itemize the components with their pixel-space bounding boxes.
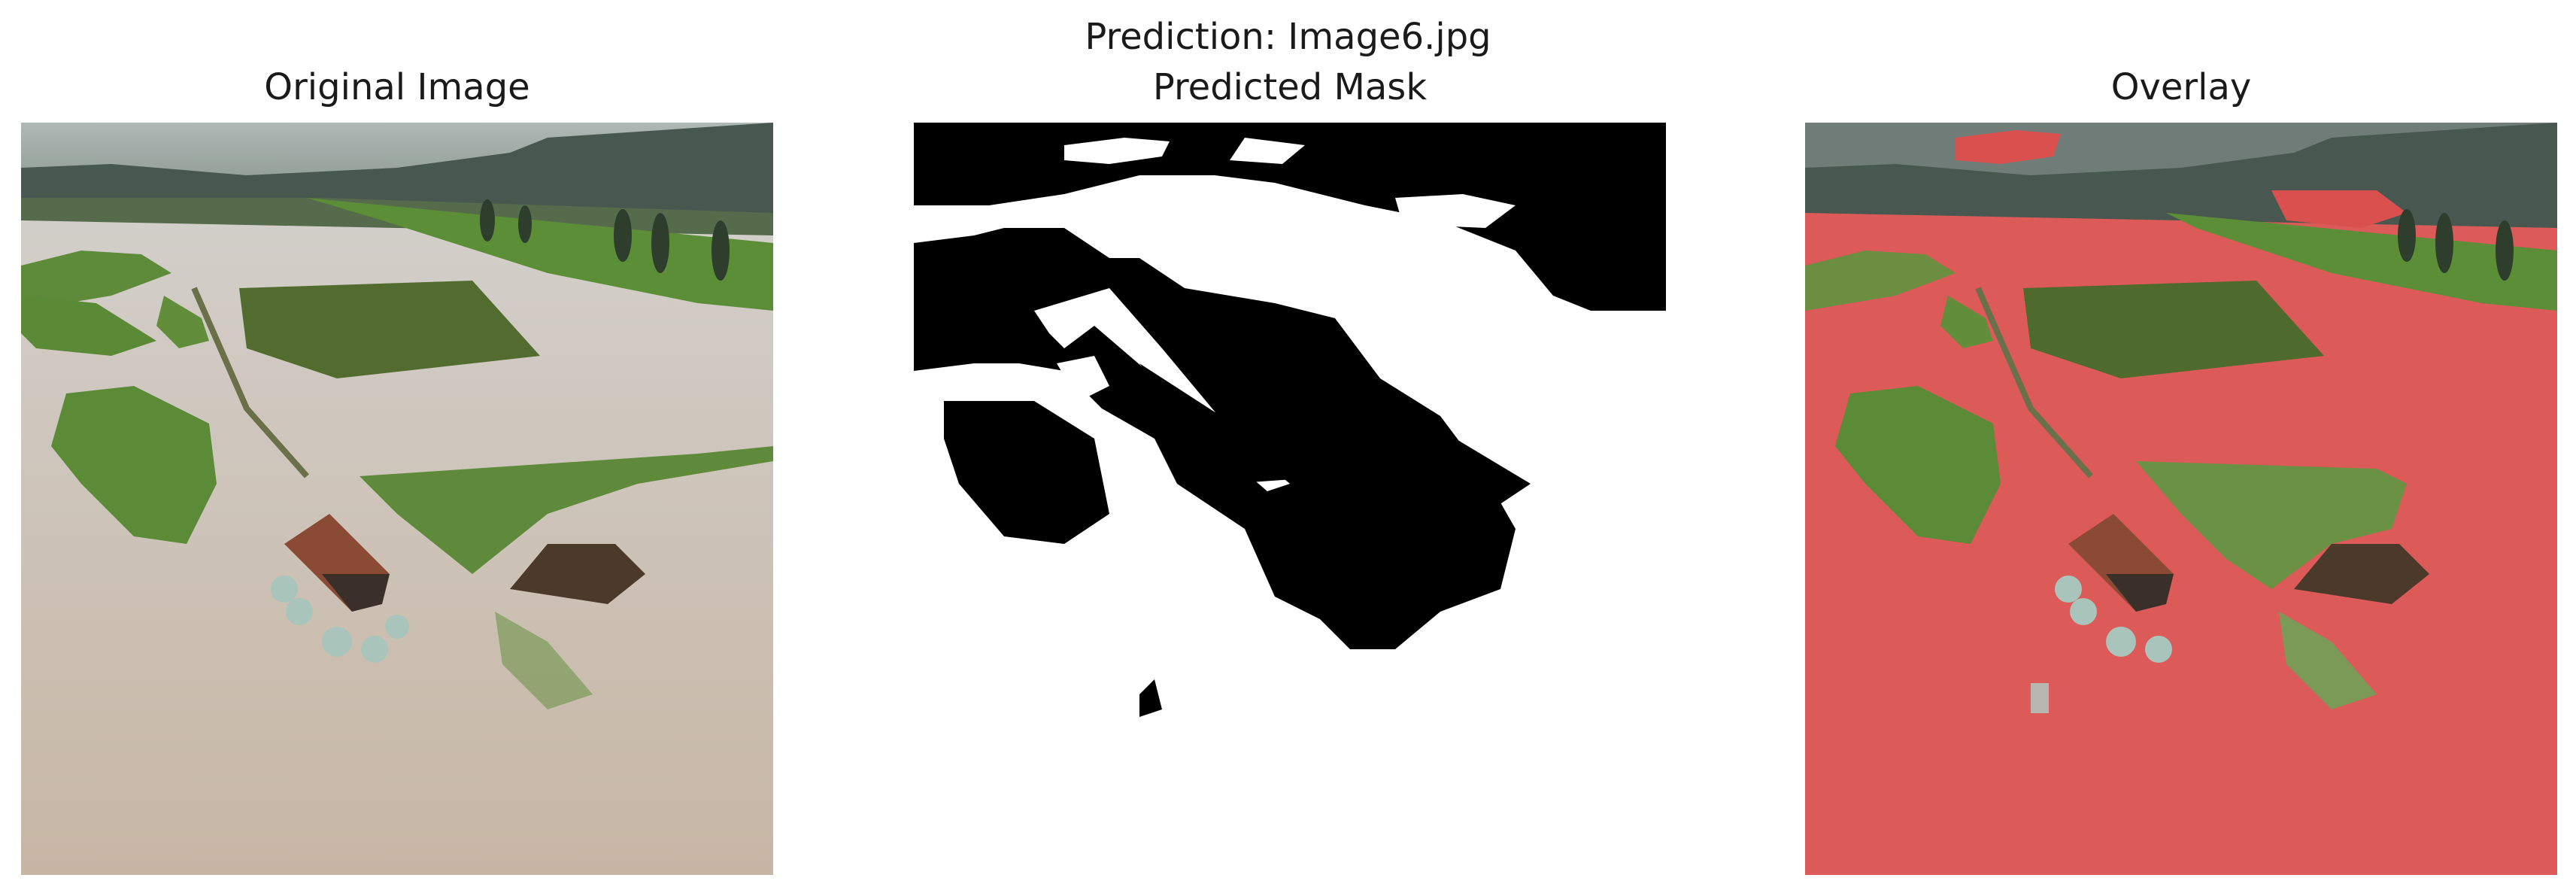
predicted-mask-title: Predicted Mask xyxy=(1152,66,1428,108)
original-image-title: Original Image xyxy=(264,66,530,108)
overlay-image xyxy=(1805,123,2557,875)
original-image xyxy=(21,123,773,875)
predicted-mask-image xyxy=(914,123,1666,875)
overlay-title: Overlay xyxy=(2110,66,2252,108)
figure-suptitle: Prediction: Image6.jpg xyxy=(1085,16,1491,58)
